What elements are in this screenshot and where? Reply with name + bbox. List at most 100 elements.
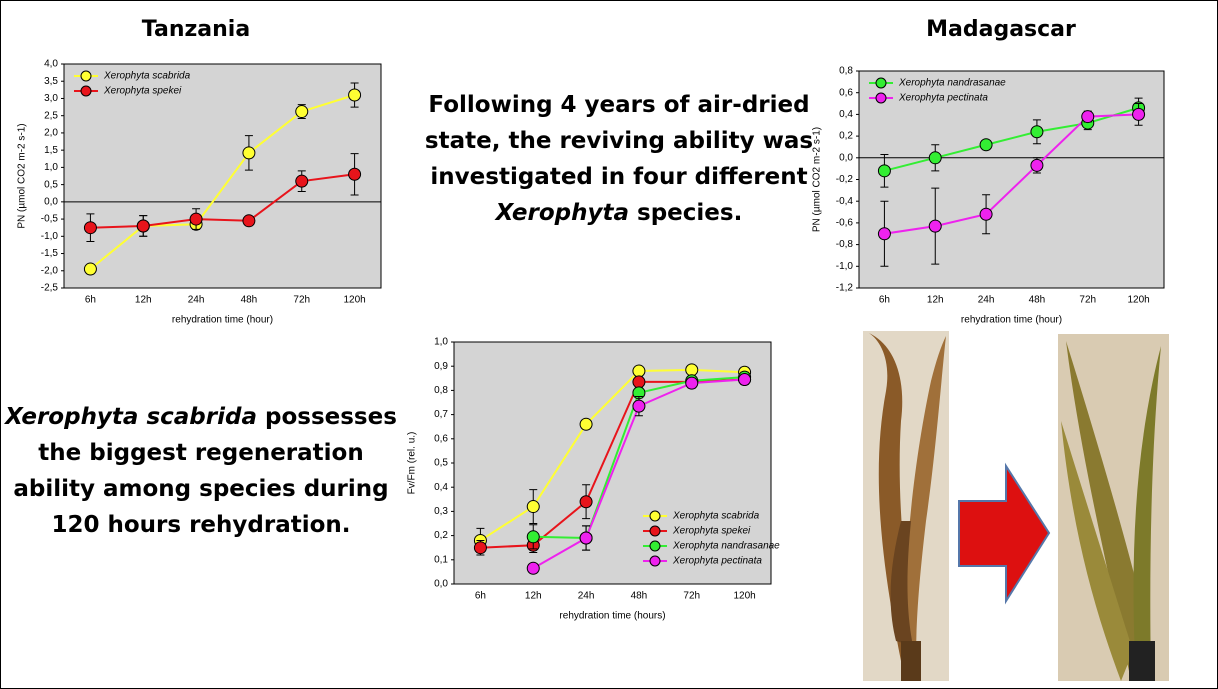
point xyxy=(527,562,539,574)
point xyxy=(1031,159,1043,171)
point xyxy=(243,147,255,159)
point xyxy=(84,222,96,234)
y-tick-label: 0,4 xyxy=(839,109,853,120)
x-tick-label: 72h xyxy=(683,591,700,602)
y-axis-label: PN (µmol CO2 m-2 s-1) xyxy=(17,123,28,228)
legend-label: Xerophyta pectinata xyxy=(672,556,762,567)
x-tick-label: 6h xyxy=(85,295,96,306)
point xyxy=(1082,111,1094,123)
x-tick-label: 48h xyxy=(631,591,648,602)
x-axis-label: rehydration time (hour) xyxy=(961,315,1062,326)
y-tick-label: 0,2 xyxy=(839,131,853,142)
y-tick-label: -2,5 xyxy=(41,283,59,294)
point xyxy=(633,400,645,412)
y-tick-label: 0,1 xyxy=(434,554,448,565)
point xyxy=(580,418,592,430)
x-tick-label: 6h xyxy=(475,591,486,602)
y-tick-label: 0,6 xyxy=(434,433,448,444)
x-tick-label: 24h xyxy=(188,295,205,306)
text: Xerophyta scabrida xyxy=(5,404,257,430)
y-tick-label: 2,0 xyxy=(44,128,58,139)
y-tick-label: 0,0 xyxy=(434,579,448,590)
y-tick-label: 3,5 xyxy=(44,76,58,87)
y-tick-label: -0,5 xyxy=(41,214,59,225)
y-tick-label: -1,2 xyxy=(836,283,854,294)
legend-marker xyxy=(81,71,91,81)
point xyxy=(686,377,698,389)
x-tick-label: 72h xyxy=(1079,295,1096,306)
photo-revived xyxy=(1058,334,1169,681)
y-tick-label: 0,3 xyxy=(434,506,448,517)
heading: Madagascar xyxy=(901,17,1101,42)
legend-label: Xerophyta nandrasanae xyxy=(898,78,1006,89)
point xyxy=(1133,108,1145,120)
y-tick-label: 0,0 xyxy=(44,196,58,207)
point xyxy=(296,106,308,118)
legend-label: Xerophyta scabrida xyxy=(103,71,191,82)
text: Xerophyta xyxy=(496,200,629,226)
y-axis-label: Fv/Fm (rel. u.) xyxy=(407,432,418,495)
y-tick-label: 0,8 xyxy=(434,385,448,396)
plot-area xyxy=(64,64,381,288)
y-tick-label: 0,4 xyxy=(434,482,448,493)
x-tick-label: 12h xyxy=(525,591,542,602)
y-tick-label: 0,0 xyxy=(839,152,853,163)
y-tick-label: 0,8 xyxy=(839,66,853,77)
y-tick-label: 0,2 xyxy=(434,530,448,541)
y-tick-label: -0,4 xyxy=(836,196,854,207)
legend-label: Xerophyta nandrasanae xyxy=(672,541,780,552)
point xyxy=(84,263,96,275)
x-axis-label: rehydration time (hour) xyxy=(172,315,273,326)
point xyxy=(296,175,308,187)
point xyxy=(527,501,539,513)
y-tick-label: -1,5 xyxy=(41,248,59,259)
point xyxy=(1031,126,1043,138)
x-axis-label: rehydration time (hours) xyxy=(559,611,665,622)
point xyxy=(243,215,255,227)
legend-label: Xerophyta spekei xyxy=(672,526,751,537)
arrow xyxy=(959,466,1049,601)
point xyxy=(878,165,890,177)
photo-dry xyxy=(863,331,949,681)
x-tick-label: 120h xyxy=(343,295,365,306)
y-tick-label: 0,5 xyxy=(44,179,58,190)
point xyxy=(739,374,751,386)
legend-marker xyxy=(650,511,660,521)
x-tick-label: 48h xyxy=(241,295,258,306)
y-tick-label: 0,5 xyxy=(434,458,448,469)
legend-label: Xerophyta pectinata xyxy=(898,93,988,104)
x-tick-label: 24h xyxy=(578,591,595,602)
x-tick-label: 12h xyxy=(135,295,152,306)
y-tick-label: 1,5 xyxy=(44,145,58,156)
point xyxy=(980,139,992,151)
point xyxy=(190,213,202,225)
paragraph: Following 4 years of air-dried state, th… xyxy=(419,87,819,231)
legend-marker xyxy=(650,526,660,536)
y-tick-label: 3,0 xyxy=(44,93,58,104)
x-tick-label: 12h xyxy=(927,295,944,306)
point xyxy=(929,220,941,232)
y-tick-label: -0,8 xyxy=(836,239,854,250)
paragraph: Xerophyta scabrida possesses the biggest… xyxy=(1,399,401,543)
point xyxy=(633,376,645,388)
legend-label: Xerophyta spekei xyxy=(103,86,182,97)
text: species. xyxy=(629,200,742,226)
point xyxy=(527,531,539,543)
y-tick-label: 1,0 xyxy=(434,337,448,348)
x-tick-label: 120h xyxy=(733,591,755,602)
point xyxy=(349,168,361,180)
y-tick-label: 0,9 xyxy=(434,361,448,372)
y-tick-label: 4,0 xyxy=(44,59,58,70)
point xyxy=(878,228,890,240)
y-tick-label: 0,6 xyxy=(839,87,853,98)
point xyxy=(929,152,941,164)
y-tick-label: 2,5 xyxy=(44,110,58,121)
point xyxy=(580,496,592,508)
y-tick-label: -1,0 xyxy=(836,261,854,272)
y-tick-label: -1,0 xyxy=(41,231,59,242)
y-tick-label: -0,2 xyxy=(836,174,854,185)
point xyxy=(137,220,149,232)
y-tick-label: -0,6 xyxy=(836,218,854,229)
x-tick-label: 72h xyxy=(293,295,310,306)
point xyxy=(686,364,698,376)
